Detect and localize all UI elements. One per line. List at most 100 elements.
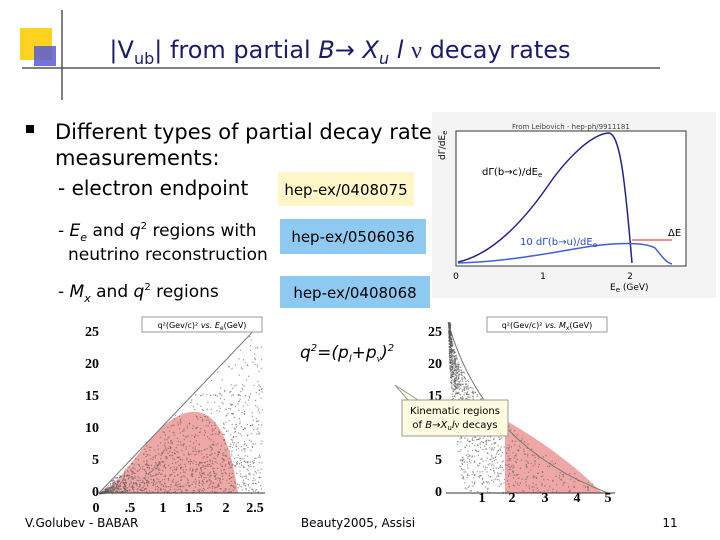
scatter-dot (231, 404, 233, 407)
scatter-dot (218, 430, 220, 433)
scatter-dot (223, 439, 225, 442)
scatter-dot (214, 424, 216, 426)
callout-part: → (432, 420, 440, 431)
scatter-dot (144, 477, 146, 479)
scatter-dot (105, 492, 107, 494)
scatter-dot (179, 441, 182, 443)
scatter-dot (109, 484, 112, 486)
label-part: x (566, 325, 570, 332)
scatter-dot (242, 384, 244, 386)
scatter-dot (449, 334, 451, 337)
scatter-dot (151, 468, 153, 470)
scatter-dot (141, 489, 143, 492)
scatter-dot (454, 382, 456, 385)
scatter-dot (211, 453, 213, 455)
scatter-dot (236, 463, 239, 465)
scatter-dot (221, 378, 223, 381)
scatter-dot (111, 492, 113, 495)
scatter-dot (234, 364, 236, 366)
scatter-dot (189, 463, 191, 465)
scatter-dot (250, 449, 252, 452)
scatter-dot (451, 340, 453, 343)
scatter-dot (508, 457, 510, 460)
scatter-dot (109, 488, 111, 490)
scatter-dot (488, 482, 490, 484)
scatter-dot (186, 425, 188, 427)
scatter-dot (134, 476, 136, 478)
scatter-dot (236, 462, 238, 464)
scatter-dot (537, 466, 540, 468)
scatter-dot (479, 471, 481, 473)
y-tick-label: 0 (435, 485, 442, 500)
scatter-dot (106, 492, 109, 494)
scatter-dot (220, 393, 222, 395)
scatter-dot (218, 393, 221, 395)
scatter-dot (448, 352, 450, 355)
scatter-dot (528, 487, 530, 489)
scatter-dot (587, 489, 589, 492)
scatter-dot (453, 388, 455, 390)
scatter-dot (456, 358, 458, 360)
scatter-dot (220, 488, 222, 490)
scatter-dot (169, 447, 172, 450)
bullet-text: Different types of partial decay rate (55, 120, 432, 144)
scatter-dot (481, 482, 483, 484)
scatter-dot (219, 431, 221, 433)
scatter-dot (207, 419, 209, 421)
scatter-dot (206, 394, 208, 396)
plot-xlabel: Ee (GeV) (610, 283, 649, 294)
scatter-dot (455, 372, 457, 375)
scatter-dot (121, 491, 123, 493)
y-tick-label: 25 (85, 325, 99, 340)
scatter-dot (132, 487, 134, 489)
scatter-dot (185, 446, 187, 448)
scatter-dot (502, 491, 504, 493)
scatter-dot (144, 482, 146, 484)
scatter-dot (178, 488, 180, 490)
scatter-dot (218, 410, 220, 412)
scatter-dot (177, 484, 179, 486)
scatter-dot (120, 488, 122, 490)
scatter-dot (249, 472, 251, 474)
scatter-dot (454, 381, 456, 383)
scatter-dot (516, 458, 518, 461)
label-part: e (220, 325, 224, 332)
scatter-dot (466, 444, 468, 446)
scatter-dot (164, 474, 167, 476)
scatter-dot (110, 488, 112, 490)
scatter-dot (200, 467, 202, 470)
scatter-dot (166, 456, 168, 458)
scatter-dot (476, 471, 478, 473)
scatter-dot (195, 450, 197, 452)
scatter-dot (191, 491, 193, 494)
scatter-dot (177, 461, 179, 463)
scatter-dot (534, 456, 536, 459)
scatter-dot (473, 461, 476, 463)
scatter-dot (471, 481, 473, 483)
scatter-dot (112, 490, 114, 492)
scatter-dot (112, 488, 114, 490)
scatter-dot (452, 366, 454, 368)
scatter-dot (122, 491, 124, 493)
scatter-dot (234, 416, 236, 419)
scatter-dot (159, 461, 161, 463)
scatter-dot (467, 473, 469, 475)
scatter-dot (469, 485, 471, 487)
scatter-dot (261, 409, 264, 411)
scatter-dot (513, 430, 516, 432)
scatter-dot (128, 484, 131, 486)
scatter-dot (187, 482, 189, 484)
scatter-dot (146, 484, 148, 486)
scatter-dot (222, 461, 224, 463)
scatter-dot (124, 482, 126, 484)
scatter-dot (180, 444, 182, 446)
scatter-dot (239, 466, 241, 468)
scatter-dot (152, 456, 154, 458)
scatter-dot (240, 446, 242, 448)
scatter-dot (476, 450, 478, 452)
scatter-dot (481, 441, 483, 443)
scatter-dot (491, 456, 493, 458)
scatter-dot (143, 492, 146, 494)
scatter-dot (182, 434, 185, 437)
scatter-dot (131, 473, 133, 475)
